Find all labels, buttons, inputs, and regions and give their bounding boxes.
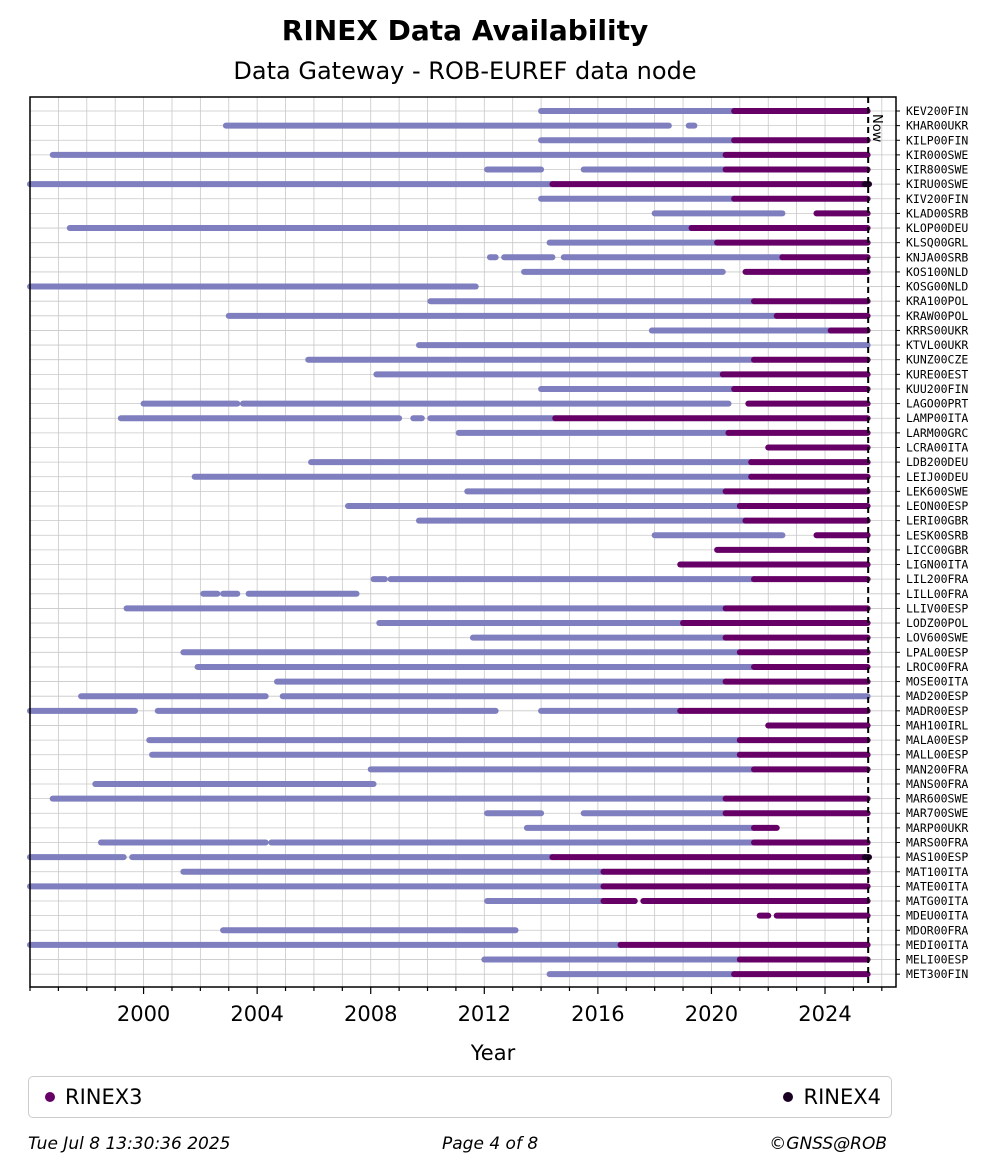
station-label: MOSE00ITA — [906, 675, 968, 689]
station-label: MAH100IRL — [906, 718, 968, 732]
x-tick-label: 2016 — [571, 1002, 624, 1026]
station-label: KIV200FIN — [906, 192, 968, 206]
station-label: LIL200FRA — [906, 572, 968, 586]
station-label: MDEU00ITA — [906, 909, 968, 923]
station-label: KIR000SWE — [906, 148, 968, 162]
station-label: LEIJ00DEU — [906, 470, 968, 484]
chart-subtitle: Data Gateway - ROB-EUREF data node — [233, 57, 697, 85]
station-label: MEDI00ITA — [906, 938, 968, 952]
station-label: MDOR00FRA — [906, 923, 968, 937]
station-label: KOSG00NLD — [906, 280, 968, 294]
station-label: LERI00GBR — [906, 514, 968, 528]
availability-chart: KEV200FINKHAR00UKRKILP00FINKIR000SWEKIR8… — [27, 96, 968, 1065]
station-label: MELI00ESP — [906, 953, 968, 967]
station-label: KIRU00SWE — [906, 177, 968, 191]
station-label: MALA00ESP — [906, 733, 968, 747]
legend-dot-rinex3 — [45, 1092, 55, 1102]
legend-item-rinex4: RINEX4 — [783, 1085, 881, 1109]
station-label: LCRA00ITA — [906, 440, 968, 454]
station-label: KNJA00SRB — [906, 250, 968, 264]
station-label: KLAD00SRB — [906, 206, 968, 220]
x-tick-label: 2004 — [230, 1002, 283, 1026]
station-label: LARM00GRC — [906, 426, 968, 440]
station-label: MADR00ESP — [906, 704, 968, 718]
station-label: KLSQ00GRL — [906, 236, 968, 250]
station-label: MAR700SWE — [906, 806, 968, 820]
station-label: LLIV00ESP — [906, 601, 968, 615]
footer-copyright: ©GNSS@ROB — [769, 1134, 887, 1154]
station-label: KILP00FIN — [906, 133, 968, 147]
station-label: KTVL00UKR — [906, 338, 968, 352]
station-label: KHAR00UKR — [906, 119, 968, 133]
x-tick-label: 2000 — [117, 1002, 170, 1026]
station-label: LDB200DEU — [906, 455, 968, 469]
station-label: KLOP00DEU — [906, 221, 968, 235]
legend-label-rinex3: RINEX3 — [65, 1085, 143, 1109]
station-label: LODZ00POL — [906, 616, 968, 630]
station-label: MAR600SWE — [906, 792, 968, 806]
station-label: KEV200FIN — [906, 104, 968, 118]
footer-page: Page 4 of 8 — [442, 1134, 539, 1154]
station-label: LIGN00ITA — [906, 558, 968, 572]
station-label: MAD200ESP — [906, 689, 968, 703]
now-label: Now — [869, 114, 884, 143]
x-tick-label: 2012 — [458, 1002, 511, 1026]
station-label: MANS00FRA — [906, 777, 968, 791]
legend-item-rinex3: RINEX3 — [45, 1085, 143, 1109]
station-label: MAT100ITA — [906, 865, 968, 879]
station-label: LICC00GBR — [906, 543, 968, 557]
station-label: LROC00FRA — [906, 660, 968, 674]
station-label: LAMP00ITA — [906, 411, 968, 425]
station-label: MATG00ITA — [906, 894, 968, 908]
station-label: LEON00ESP — [906, 499, 968, 513]
footer-timestamp: Tue Jul 8 13:30:36 2025 — [28, 1134, 231, 1154]
plot-frame — [29, 96, 897, 988]
station-label: MAS100ESP — [906, 850, 968, 864]
x-axis-label: Year — [470, 1041, 516, 1065]
legend: RINEX3 RINEX4 — [28, 1076, 892, 1118]
station-label: LAGO00PRT — [906, 397, 968, 411]
chart-title: RINEX Data Availability — [281, 14, 649, 47]
station-label: KRRS00UKR — [906, 323, 968, 337]
legend-dot-rinex4 — [783, 1092, 794, 1102]
station-label: MARS00FRA — [906, 836, 968, 850]
x-tick-label: 2024 — [798, 1002, 851, 1026]
station-label: KRA100POL — [906, 294, 968, 308]
station-label: KOS100NLD — [906, 265, 968, 279]
station-label: MAN200FRA — [906, 762, 968, 776]
legend-label-rinex4: RINEX4 — [803, 1085, 881, 1109]
station-label: LEK600SWE — [906, 484, 968, 498]
station-label: MALL00ESP — [906, 748, 968, 762]
station-label: KUU200FIN — [906, 382, 968, 396]
station-label: KIR800SWE — [906, 163, 968, 177]
station-label: MATE00ITA — [906, 879, 968, 893]
station-label: KRAW00POL — [906, 309, 968, 323]
x-tick-label: 2020 — [685, 1002, 738, 1026]
x-tick-label: 2008 — [344, 1002, 397, 1026]
station-label: MET300FIN — [906, 967, 968, 981]
station-label: LPAL00ESP — [906, 645, 968, 659]
station-label: LILL00FRA — [906, 587, 968, 601]
station-label: LESK00SRB — [906, 528, 968, 542]
station-label: KURE00EST — [906, 367, 968, 381]
station-label: KUNZ00CZE — [906, 353, 968, 367]
station-label: MARP00UKR — [906, 821, 968, 835]
station-label: LOV600SWE — [906, 631, 968, 645]
